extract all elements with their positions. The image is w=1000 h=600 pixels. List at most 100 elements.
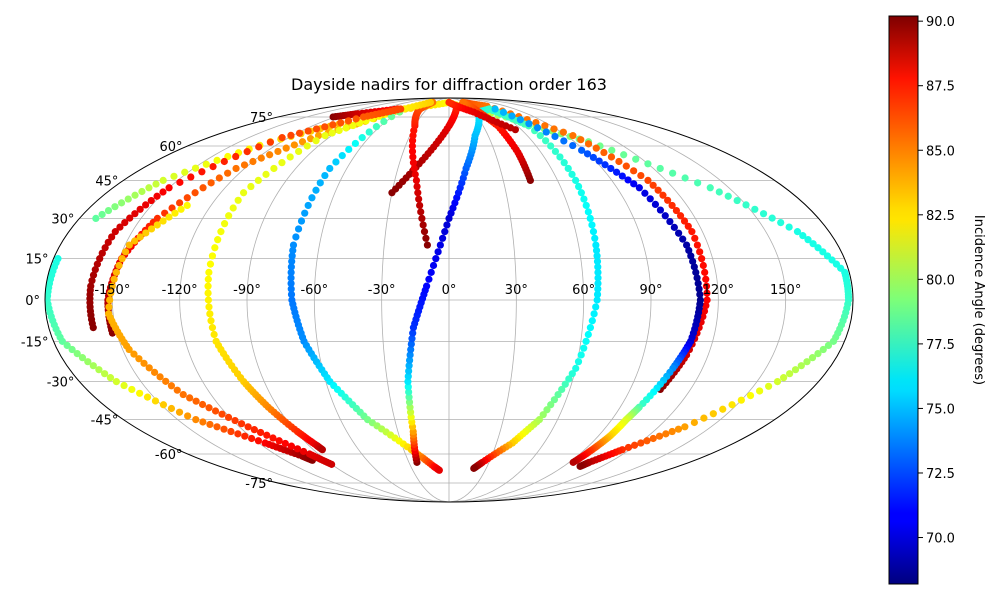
scatter-point (694, 179, 702, 187)
colorbar-tick-label: 75.0 (926, 402, 955, 417)
scatter-point (308, 194, 316, 202)
scatter-point (409, 153, 417, 161)
scatter-point (405, 367, 413, 375)
y-tick-label: -15° (21, 335, 49, 350)
scatter-point (656, 164, 664, 173)
scatter-point (543, 406, 551, 414)
scatter-point (649, 181, 657, 189)
scatter-point (668, 201, 676, 210)
scatter-point (676, 212, 685, 220)
meridian-line (313, 97, 450, 503)
scatter-point (569, 132, 577, 140)
scatter-point (470, 464, 478, 472)
scatter-point (674, 425, 683, 433)
scatter-point (655, 432, 664, 440)
scatter-point (125, 345, 133, 354)
scatter-point (220, 157, 228, 166)
scatter-point (211, 244, 219, 252)
scatter-point (227, 427, 235, 436)
scatter-point (153, 214, 162, 222)
scatter-point (577, 351, 585, 359)
scatter-point (84, 358, 92, 366)
scatter-point (150, 368, 159, 376)
scatter-point (206, 420, 214, 429)
scatter-point (104, 206, 113, 215)
scatter-point (435, 466, 443, 474)
scatter-point (96, 255, 104, 263)
scatter-point (693, 241, 701, 249)
scatter-point (809, 240, 817, 248)
scatter-point (641, 189, 649, 197)
scatter-point (290, 141, 298, 149)
scatter-point (306, 135, 315, 143)
scatter-point (582, 201, 590, 210)
scatter-point (595, 157, 603, 165)
scatter-point (263, 431, 271, 439)
colorbar-tick-label: 72.5 (926, 467, 955, 482)
scatter-point (177, 205, 185, 213)
x-tick-label: 60° (572, 283, 595, 298)
scatter-point (204, 282, 212, 290)
scatter-point (316, 179, 324, 187)
scatter-point (338, 152, 346, 160)
scatter-point (405, 393, 413, 401)
scatter-point (250, 426, 258, 434)
scatter-point (425, 275, 433, 283)
scatter-point (120, 381, 128, 390)
scatter-point (594, 268, 602, 276)
scatter-point (117, 199, 126, 207)
meridian-line (448, 97, 719, 503)
scatter-point (63, 341, 71, 350)
scatter-point (156, 373, 164, 381)
scatter-point (675, 229, 683, 237)
scatter-point (799, 232, 807, 240)
scatter-point (205, 268, 213, 276)
scatter-point (580, 195, 588, 203)
scatter-point (372, 123, 381, 131)
scatter-point (715, 188, 723, 196)
scatter-point (292, 233, 300, 241)
scatter-point (111, 203, 119, 211)
scatter-point (591, 234, 599, 242)
scatter-point (551, 132, 559, 141)
scatter-point (106, 296, 114, 304)
scatter-point (584, 330, 592, 339)
scatter-point (152, 180, 160, 188)
scatter-point (301, 209, 309, 217)
scatter-point (701, 268, 709, 276)
scatter-point (206, 260, 215, 268)
map-boundary (44, 97, 854, 503)
scatter-point (293, 445, 302, 453)
scatter-point (607, 164, 615, 173)
scatter-point (415, 195, 423, 203)
scatter-point (525, 120, 533, 128)
scatter-point (733, 196, 741, 205)
scatter-point (438, 234, 447, 242)
scatter-point (270, 164, 278, 173)
scatter-point (804, 236, 812, 244)
scatter-point (218, 410, 226, 418)
scatter-point (577, 189, 585, 197)
scatter-point (105, 303, 113, 311)
scatter-point (574, 358, 583, 366)
scatter-point (594, 263, 602, 271)
scatter-point (98, 210, 106, 219)
scatter-point (684, 222, 692, 230)
x-tick-label: -60° (300, 283, 328, 298)
scatter-point (257, 154, 265, 162)
scatter-point (95, 366, 103, 374)
scatter-point (445, 98, 453, 106)
scatter-point (696, 248, 704, 256)
scatter-point (592, 241, 600, 249)
scatter-point (516, 116, 525, 124)
scatter-point (559, 128, 567, 136)
scatter-point (295, 129, 304, 137)
scatter-point (143, 393, 152, 401)
scatter-point (719, 405, 727, 413)
scatter-point (58, 337, 66, 345)
scatter-point (751, 205, 759, 213)
scatter-point (560, 137, 568, 145)
scatter-point (287, 279, 295, 287)
scatter-point (564, 164, 572, 173)
scatter-point (541, 122, 549, 130)
